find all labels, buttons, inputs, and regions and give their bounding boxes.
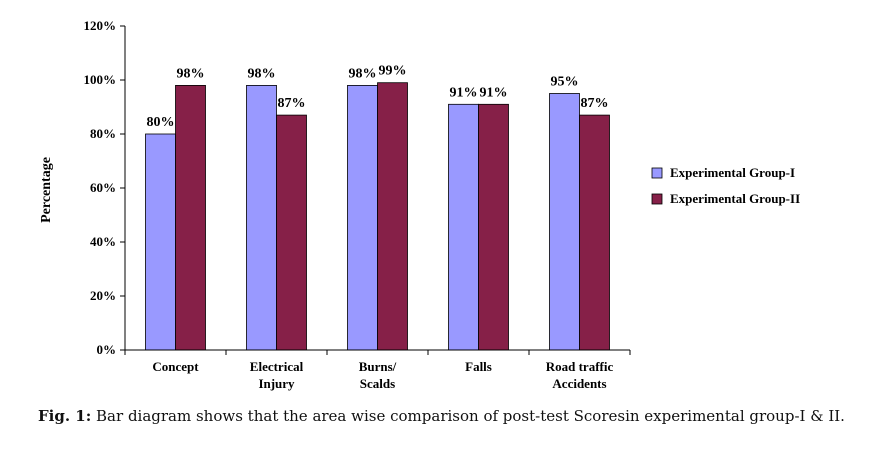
bar-group-2 [377, 82, 408, 351]
y-axis-label: Percentage [39, 157, 54, 223]
x-category-label: Accidents [552, 376, 606, 391]
data-label: 99% [379, 64, 407, 79]
data-label: 98% [248, 66, 276, 81]
caption-text: Bar diagram shows that the area wise com… [91, 407, 845, 425]
legend-label: Experimental Group-II [670, 191, 800, 206]
figure-caption: Fig. 1: Bar diagram shows that the area … [38, 406, 858, 427]
bar-group-2 [175, 85, 206, 351]
caption-label: Fig. 1: [38, 407, 92, 425]
data-label: 98% [349, 66, 377, 81]
x-category-label: Falls [465, 359, 492, 374]
bar-chart: 0%20%40%60%80%100%120% 80%98%Concept98%8… [39, 18, 800, 391]
y-tick-label: 0% [97, 342, 117, 357]
x-category-label: Burns/ [359, 359, 397, 374]
data-label: 80% [147, 115, 175, 130]
x-category-label: Road traffic [546, 359, 614, 374]
bar-group-1 [246, 85, 277, 351]
y-tick-label: 120% [84, 18, 117, 33]
y-tick-label: 40% [90, 234, 116, 249]
data-label: 87% [278, 96, 306, 111]
x-category-label: Injury [258, 376, 295, 391]
bar-group-2 [276, 114, 307, 351]
x-category-label: Electrical [250, 359, 304, 374]
bar-group-1 [448, 103, 479, 351]
y-tick-label: 20% [90, 288, 116, 303]
data-label: 87% [581, 96, 609, 111]
data-label: 98% [177, 66, 205, 81]
data-label: 91% [450, 85, 478, 100]
x-category-label: Scalds [360, 376, 395, 391]
legend-label: Experimental Group-I [670, 165, 795, 180]
bar-group-1 [347, 85, 378, 351]
y-tick-label: 100% [84, 72, 117, 87]
bar-group-1 [145, 133, 176, 351]
data-label: 95% [551, 75, 579, 90]
bar-group-2 [478, 103, 509, 351]
data-label: 91% [480, 85, 508, 100]
bar-group-2 [579, 114, 610, 351]
legend-swatch [651, 193, 663, 205]
y-tick-label: 80% [90, 126, 116, 141]
legend-swatch [651, 167, 663, 179]
y-tick-label: 60% [90, 180, 116, 195]
x-category-label: Concept [152, 359, 199, 374]
bar-group-1 [549, 93, 580, 351]
